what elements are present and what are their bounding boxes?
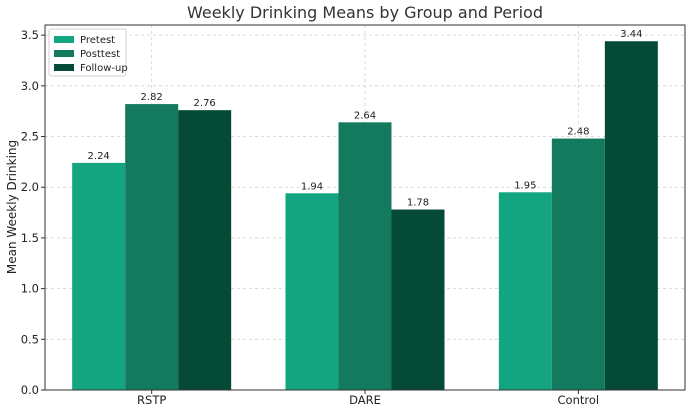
chart-title: Weekly Drinking Means by Group and Perio… (187, 3, 543, 22)
y-tick-label: 0.0 (21, 383, 39, 397)
y-axis-label: Mean Weekly Drinking (5, 140, 19, 274)
bar-value-label: 2.76 (194, 98, 216, 109)
bar-pretest-control (498, 192, 552, 390)
bar-value-label: 2.64 (354, 110, 376, 121)
data-labels: 2.24 2.82 2.76 1.94 2.64 1.78 1.95 2.48 3.44 (88, 29, 643, 208)
bar-posttest-rstp (125, 104, 179, 390)
bar-value-label: 1.94 (301, 181, 323, 192)
bar-value-label: 3.44 (620, 29, 642, 40)
bar-follow-up-control (604, 41, 658, 390)
legend-swatch (54, 36, 74, 43)
legend-label: Posttest (80, 49, 120, 60)
y-tick-label: 1.0 (21, 282, 39, 296)
x-tick-label: Control (558, 393, 600, 407)
x-tick-label: RSTP (137, 393, 166, 407)
y-tick-label: 3.5 (21, 28, 39, 42)
legend-label: Follow-up (80, 63, 128, 74)
bar-pretest-rstp (72, 162, 126, 390)
legend-swatch (54, 64, 74, 71)
bars (72, 41, 658, 391)
bar-follow-up-dare (391, 209, 445, 390)
x-tick-label: DARE (349, 393, 381, 407)
legend-swatch (54, 50, 74, 57)
bar-pretest-dare (285, 193, 339, 390)
y-tick-label: 1.5 (21, 231, 39, 245)
bar-follow-up-rstp (178, 110, 232, 391)
legend-label: Pretest (80, 35, 115, 46)
y-tick-label: 2.5 (21, 130, 39, 144)
y-tick-label: 3.0 (21, 79, 39, 93)
bar-value-label: 2.24 (88, 151, 110, 162)
bar-value-label: 1.95 (514, 180, 536, 191)
bar-value-label: 2.48 (567, 127, 589, 138)
bar-value-label: 1.78 (407, 198, 429, 209)
bar-posttest-dare (338, 122, 392, 390)
y-tick-label: 0.5 (21, 332, 39, 346)
bar-posttest-control (551, 138, 605, 390)
y-tick-label: 2.0 (21, 180, 39, 194)
legend: Pretest Posttest Follow-up (48, 28, 128, 77)
axes: 0.0 0.5 1.0 1.5 2.0 2.5 3.0 3.5 RSTP DARE Control (21, 24, 686, 407)
bar-value-label: 2.82 (141, 92, 163, 103)
